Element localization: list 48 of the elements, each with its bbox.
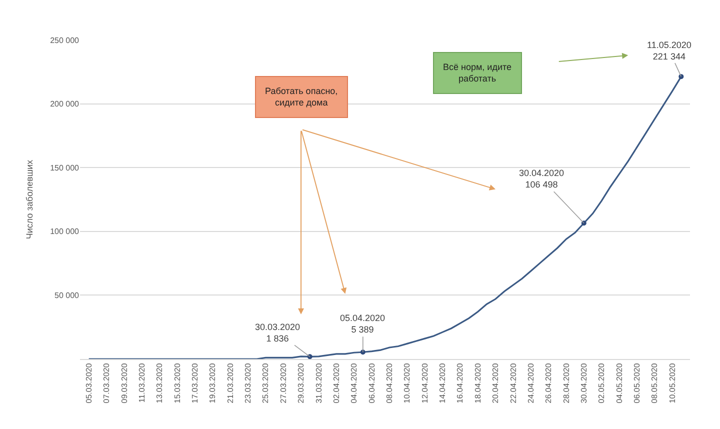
y-tick-label: 200 000 (50, 100, 80, 109)
x-tick-label: 07.03.2020 (102, 362, 112, 404)
annotation: Всё норм, идите работать (443, 62, 512, 84)
x-tick-label: 11.03.2020 (137, 362, 146, 403)
x-tick-label: 22.04.2020 (508, 362, 518, 404)
x-tick-label: 06.04.2020 (367, 362, 376, 404)
y-tick-label: 250 000 (50, 36, 80, 45)
x-tick-label: 04.04.2020 (350, 362, 359, 404)
x-tick-label: 08.04.2020 (385, 362, 394, 404)
annotation: Работать опасно, сидите дома (265, 86, 338, 108)
x-tick-label: 17.03.2020 (190, 362, 200, 404)
point (581, 220, 586, 226)
x-tick-label: 13.03.2020 (155, 362, 164, 404)
x-tick-label: 23.03.2020 (244, 362, 253, 404)
x-tick-label: 29.03.2020 (296, 362, 306, 404)
x-tick-label: 25.03.2020 (261, 362, 270, 404)
y-tick-label: 50 000 (54, 291, 80, 300)
annotation: 30.04.2020 106 498 (519, 168, 564, 190)
y-tick-label: 150 000 (50, 163, 80, 172)
x-tick-label: 08.05.2020 (650, 362, 660, 404)
y-axis-title: Число заболевших (24, 159, 34, 240)
x-tick-label: 04.05.2020 (614, 362, 624, 404)
x-tick-label: 18.04.2020 (473, 362, 482, 404)
y-tick-label: 100 000 (50, 227, 80, 236)
x-tick-label: 21.03.2020 (226, 362, 235, 404)
point (678, 74, 684, 80)
x-tick-label: 26.04.2020 (544, 362, 554, 404)
x-tick-label: 30.04.2020 (580, 362, 589, 404)
annotation: 11.05.2020 221 344 (647, 40, 692, 62)
x-tick-label: 14.04.2020 (438, 362, 448, 404)
x-tick-label: 12.04.2020 (420, 362, 430, 404)
x-tick-label: 09.03.2020 (120, 362, 129, 404)
x-tick-label: 19.03.2020 (208, 362, 218, 404)
annotation: 30.03.2020 1 836 (255, 322, 300, 344)
x-tick-label: 15.03.2020 (172, 362, 182, 404)
x-tick-label: 28.04.2020 (562, 362, 571, 404)
x-tick-label: 31.03.2020 (314, 362, 324, 404)
x-tick-label: 27.03.2020 (278, 362, 288, 404)
x-tick-label: 16.04.2020 (456, 362, 465, 404)
x-tick-label: 06.05.2020 (632, 362, 642, 404)
x-tick-label: 05.03.2020 (84, 362, 94, 404)
x-tick-label: 10.05.2020 (668, 362, 677, 404)
x-tick-label: 10.04.2020 (402, 362, 412, 404)
x-tick-label: 20.04.2020 (491, 362, 500, 404)
annotation: 05.04.2020 5 389 (340, 313, 386, 335)
x-tick-label: 02.05.2020 (597, 362, 606, 404)
x-tick-label: 02.04.2020 (332, 362, 341, 404)
x-tick-label: 24.04.2020 (526, 362, 536, 404)
